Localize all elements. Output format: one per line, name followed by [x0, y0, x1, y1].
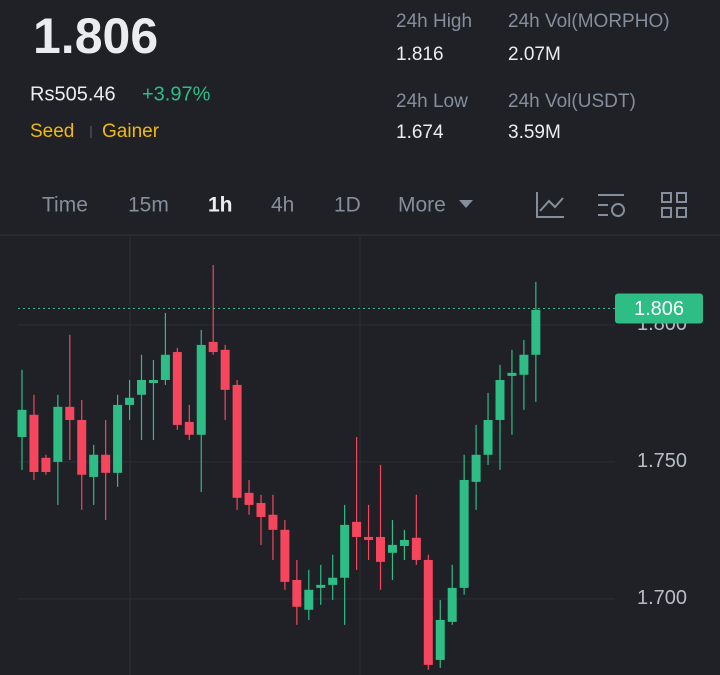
stat-value: 1.816 [396, 44, 444, 65]
y-tick-label: 1.750 [637, 450, 687, 472]
candle-body [89, 454, 99, 477]
candle-body [53, 406, 63, 462]
candle-body [423, 559, 433, 665]
candle-body [387, 544, 397, 553]
layout-icon[interactable] [661, 192, 687, 218]
candle-body [471, 454, 481, 482]
fiat-price: Rs505.46 [30, 83, 116, 105]
candle-body [184, 421, 194, 435]
candle-body [41, 457, 51, 473]
candle-body [268, 514, 278, 530]
candle-body [196, 344, 206, 435]
stat-label: 24h High [396, 11, 472, 32]
candle-body [459, 479, 469, 588]
candle-body [507, 372, 517, 376]
candle-body [77, 419, 87, 475]
candle-body [160, 354, 170, 380]
tab[interactable]: 15m [128, 194, 169, 217]
indicator-icon[interactable] [536, 192, 564, 218]
stat-value: 3.59M [508, 122, 561, 143]
candle-body [399, 539, 409, 546]
candle-body [304, 589, 314, 610]
dropdown-arrow[interactable] [459, 200, 473, 208]
candle-body [172, 352, 182, 425]
candle-body [447, 587, 457, 622]
tab[interactable]: Time [42, 194, 88, 217]
candle-body [65, 406, 75, 420]
candle-body [352, 521, 362, 537]
change: +3.97% [142, 83, 211, 105]
settings-icon[interactable] [598, 194, 625, 217]
last-price-label: 1.806 [634, 298, 684, 320]
candle-body [435, 619, 445, 660]
candle-body [125, 397, 135, 405]
stat-label: 24h Low [396, 91, 468, 112]
candle-body [531, 309, 541, 355]
stat-label: 24h Vol(USDT) [508, 91, 636, 112]
candle-body [411, 537, 421, 560]
candle-body [316, 584, 326, 588]
last-price-box [615, 293, 703, 324]
candle-body [483, 419, 493, 455]
tag[interactable]: Seed [30, 121, 74, 142]
stat-value: 1.674 [396, 122, 444, 143]
candle-body [137, 379, 146, 395]
candle-body [220, 349, 230, 390]
price: 1.806 [33, 8, 158, 64]
candle-body [244, 492, 254, 505]
candle-body [256, 502, 266, 517]
candle-body [519, 354, 529, 375]
candle-body [495, 379, 505, 420]
y-tick-label: 1.700 [637, 587, 687, 609]
candle-body [328, 577, 338, 585]
candle-body [113, 404, 123, 473]
candle-body [292, 579, 302, 607]
candle-body [340, 524, 350, 578]
candle-body [232, 384, 242, 498]
candle-body [364, 536, 374, 540]
tab[interactable]: 1D [334, 194, 361, 217]
candle-body [101, 454, 111, 473]
candle-body [29, 414, 39, 473]
tab[interactable]: 4h [271, 194, 294, 217]
tab[interactable]: More [398, 194, 446, 217]
stat-value: 2.07M [508, 44, 561, 65]
candle-body [208, 341, 218, 353]
candle-body [148, 379, 158, 383]
candle-body [280, 529, 290, 582]
stat-label: 24h Vol(MORPHO) [508, 11, 670, 32]
tab-active[interactable]: 1h [208, 194, 233, 217]
tag[interactable]: Gainer [102, 121, 160, 142]
candle-body [17, 409, 27, 437]
candle-body [376, 536, 385, 562]
